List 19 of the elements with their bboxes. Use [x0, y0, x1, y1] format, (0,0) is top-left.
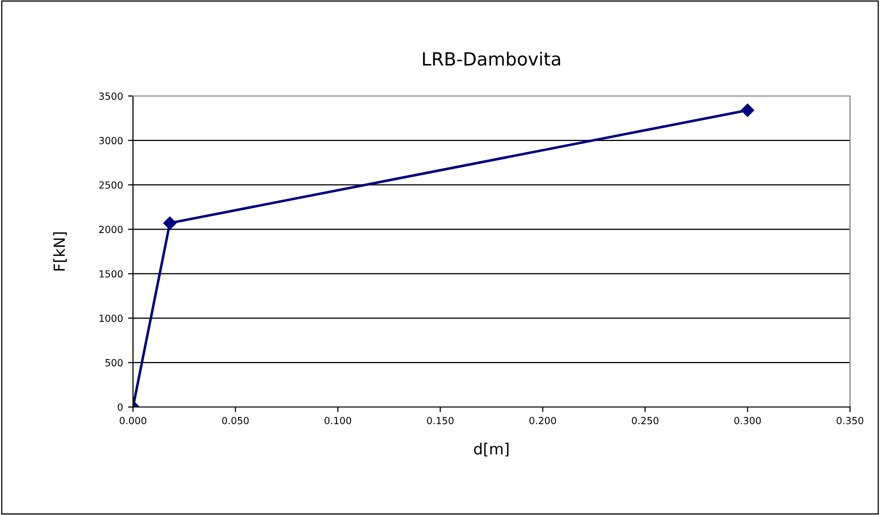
x-tick-label: 0.000 [120, 416, 146, 424]
y-axis-title: F[kN] [53, 232, 67, 270]
y-tick-label: 500 [105, 359, 123, 366]
y-tick-label: 3000 [99, 136, 123, 144]
x-tick-label: 0.100 [324, 416, 352, 424]
x-tick-label: 0.150 [427, 416, 454, 424]
x-tick-label: 0.300 [734, 416, 761, 424]
y-tick-label: 2500 [99, 181, 123, 189]
x-tick-label: 0.250 [632, 416, 658, 424]
x-tick-label: 0.050 [222, 416, 249, 424]
y-tick-label: 1500 [100, 270, 123, 278]
y-tick-label: 3500 [99, 92, 123, 100]
x-tick-label: 0.350 [836, 416, 864, 424]
y-tick-label: 2000 [99, 226, 123, 234]
chart-title: LRB-Dambovita [423, 52, 560, 66]
x-axis-title: d[m] [474, 442, 508, 456]
y-tick-label: 0 [118, 403, 123, 411]
y-tick-label: 1000 [100, 314, 123, 322]
x-tick-label: 0.200 [529, 416, 556, 424]
